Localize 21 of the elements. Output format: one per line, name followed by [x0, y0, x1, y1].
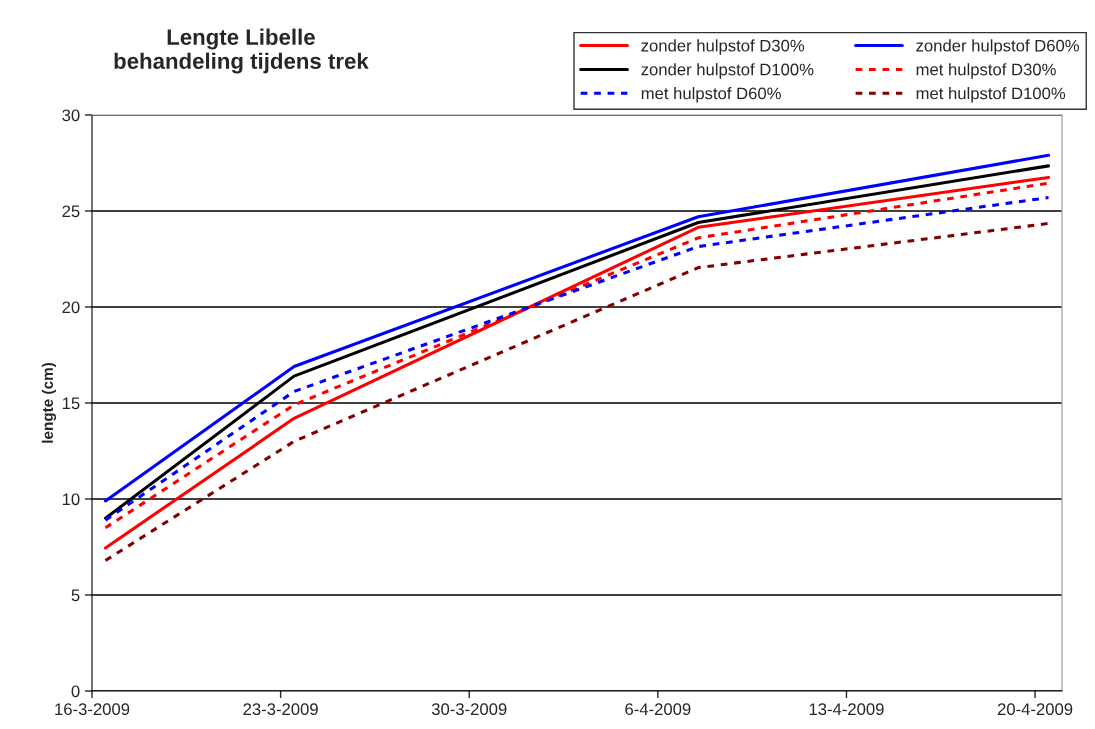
- chart-title: Lengte Libelle behandeling tijdens trek: [114, 28, 369, 74]
- x-tick-label: 30-3-2009: [431, 703, 507, 716]
- y-tick-label: 25: [62, 205, 80, 218]
- y-tick-label: 5: [71, 589, 80, 602]
- legend-label: met hulpstof D60%: [641, 87, 781, 103]
- legend-label: zonder hulpstof D100%: [641, 63, 814, 79]
- legend-label: met hulpstof D30%: [916, 63, 1056, 79]
- y-tick-label: 15: [62, 397, 80, 410]
- x-tick-label: 6-4-2009: [625, 703, 691, 716]
- y-tick-label: 20: [62, 301, 80, 314]
- y-tick-label: 10: [62, 493, 80, 506]
- x-tick-label: 20-4-2009: [997, 703, 1073, 716]
- x-tick-label: 13-4-2009: [809, 703, 884, 716]
- legend-label: met hulpstof D100%: [916, 87, 1066, 103]
- y-tick-label: 0: [71, 685, 80, 698]
- x-tick-label: 23-3-2009: [243, 703, 318, 716]
- y-axis-title: lengte (cm): [41, 363, 57, 443]
- x-tick-label: 16-3-2009: [55, 703, 130, 716]
- legend-label: zonder hulpstof D60%: [916, 39, 1079, 55]
- legend-label: zonder hulpstof D30%: [641, 39, 805, 55]
- y-tick-label: 30: [62, 109, 80, 122]
